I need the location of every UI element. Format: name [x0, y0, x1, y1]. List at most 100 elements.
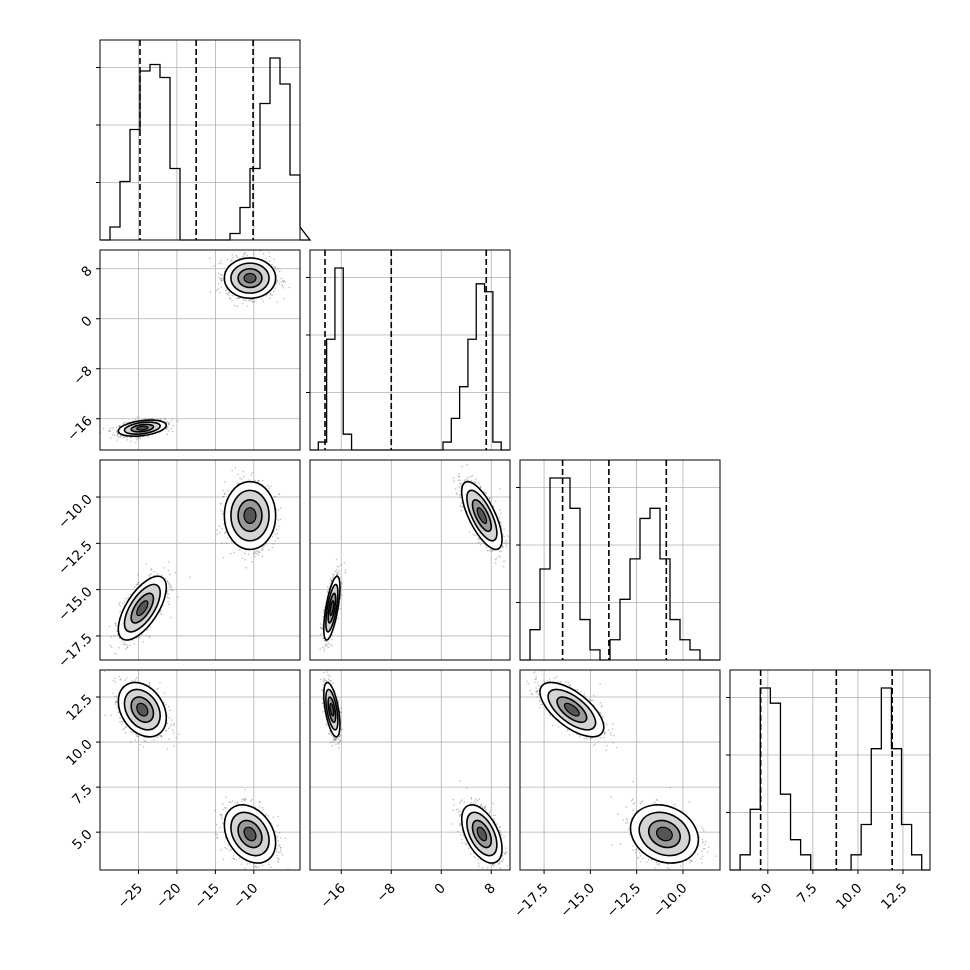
scatter-point	[126, 439, 128, 441]
histogram-bar	[690, 650, 700, 660]
scatter-point	[222, 489, 224, 492]
scatter-point	[276, 537, 279, 539]
scatter-point	[262, 479, 264, 482]
histogram-bar	[460, 387, 468, 450]
scatter-point	[256, 550, 259, 552]
histogram-panel-1	[96, 39, 312, 241]
scatter-point	[276, 301, 278, 303]
scatter-point	[220, 510, 222, 512]
scatter-point	[231, 299, 233, 302]
scatter-point	[258, 551, 261, 554]
scatter-point	[336, 571, 338, 574]
scatter-point	[177, 596, 179, 598]
scatter-point	[271, 535, 274, 538]
histogram-outline	[100, 57, 312, 241]
scatter-point	[137, 582, 139, 584]
scatter-point	[251, 301, 253, 303]
scatter-point	[176, 420, 179, 423]
scatter-point	[110, 437, 112, 439]
scatter-point	[224, 493, 226, 496]
histogram-bar	[270, 58, 280, 240]
scatter-point	[271, 294, 274, 297]
scatter-point	[189, 576, 191, 578]
scatter-point	[222, 279, 224, 281]
scatter-point	[122, 422, 125, 425]
scatter-point	[145, 563, 148, 566]
scatter-point	[134, 585, 136, 588]
scatter-point	[257, 479, 260, 482]
panel-frame	[519, 459, 721, 661]
histogram-bar	[861, 825, 871, 871]
scatter-point	[167, 561, 170, 563]
density-peak	[136, 600, 149, 617]
scatter-point	[278, 283, 281, 285]
scatter-point	[156, 572, 158, 575]
histogram-bar	[630, 559, 640, 660]
scatter-point	[220, 279, 223, 282]
histogram-bar	[540, 569, 550, 660]
histogram-panel-4: 5.0 7.5 10.0 12.5	[726, 669, 931, 913]
scatter-point	[224, 532, 226, 534]
scatter-point	[112, 434, 114, 436]
scatter-point	[336, 573, 338, 576]
scatter-point	[221, 277, 223, 280]
panel-frame	[99, 459, 301, 661]
scatter-point	[123, 601, 126, 603]
scatter-point	[137, 437, 139, 439]
scatter-point	[138, 436, 140, 439]
histogram-bar	[770, 703, 780, 870]
y-tick-label: 8	[78, 263, 95, 280]
scatter-point	[260, 549, 263, 551]
scatter-point	[236, 256, 238, 258]
scatter-point	[222, 512, 224, 515]
scatter-point	[124, 648, 127, 650]
histogram-bar	[160, 78, 170, 241]
histogram-bar	[801, 855, 811, 870]
histogram-bar	[230, 234, 240, 241]
scatter-point	[135, 583, 138, 586]
scatter-point	[218, 291, 221, 294]
grid-lines	[730, 670, 930, 870]
scatter-point	[172, 424, 175, 427]
scatter-point	[167, 600, 169, 603]
scatter-point	[276, 528, 278, 531]
scatter-point	[243, 475, 245, 478]
histogram-bar	[680, 640, 690, 660]
y-axis: −10.0−12.5−15.0−17.5	[55, 491, 100, 671]
scatter-point	[170, 419, 173, 422]
scatter-point	[269, 293, 272, 295]
scatter-point	[276, 533, 279, 535]
scatter-point	[160, 613, 163, 615]
scatter-point	[281, 284, 284, 286]
scatter-point	[108, 429, 110, 432]
panels: 5.0 7.5 10.0 12.5−16−808−10.0−12.5−15.0−17.…	[55, 39, 931, 921]
scatter-point	[123, 642, 126, 644]
scatter-point	[255, 552, 258, 555]
scatter-point	[167, 427, 169, 430]
scatter-point	[221, 273, 224, 276]
scatter-point	[130, 440, 132, 443]
scatter-points	[100, 250, 291, 444]
scatter-points	[319, 463, 509, 652]
histogram-bar	[580, 620, 590, 660]
scatter-point	[220, 502, 223, 505]
histogram-panel-3	[516, 459, 721, 661]
scatter-point	[218, 272, 220, 275]
scatter-point	[269, 293, 272, 295]
scatter-point	[123, 421, 126, 424]
scatter-point	[275, 281, 278, 283]
scatter-point	[220, 260, 222, 262]
scatter-point	[135, 437, 138, 439]
scatter-point	[274, 533, 276, 536]
scatter-point	[115, 624, 118, 627]
scatter-point	[226, 542, 228, 545]
scatter-point	[166, 579, 169, 582]
scatter-point	[168, 430, 170, 432]
scatter-point	[262, 547, 264, 550]
histogram-bar	[343, 434, 351, 450]
scatter-point	[153, 570, 155, 573]
scatter-point	[137, 636, 140, 639]
scatter-point	[150, 573, 152, 575]
scatter-point	[288, 286, 291, 289]
scatter-point	[148, 636, 150, 639]
